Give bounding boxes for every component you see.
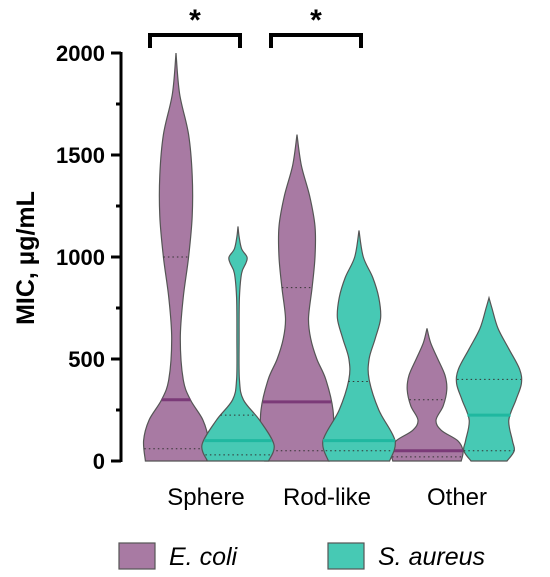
violin-body [259, 134, 335, 462]
violin-other-e-coli [390, 328, 464, 462]
x-category-label: Rod-like [283, 484, 371, 511]
violin-rod-like-e-coli [259, 134, 335, 462]
violin-body [322, 230, 396, 462]
violin-other-s-aureus [455, 295, 523, 462]
legend-label: S. aureus [378, 543, 485, 571]
significance-bracket: * [269, 4, 363, 48]
violin-sphere-e-coli [142, 52, 210, 462]
legend-item-s-aureus: S. aureus [327, 542, 485, 571]
legend-label: E. coli [169, 543, 239, 571]
violin-rod-like-s-aureus [322, 230, 396, 462]
significance-star: * [189, 4, 201, 37]
y-tick-label: 1000 [56, 245, 105, 270]
violin-body [390, 328, 464, 462]
violin-body [201, 226, 275, 462]
x-category-label: Sphere [167, 484, 244, 511]
y-tick-label: 1500 [56, 143, 105, 168]
x-axis-categories: Sphere Rod-like Other [167, 484, 487, 511]
legend: E. coli S. aureus [118, 542, 485, 571]
y-axis-label: MIC, µg/mL [12, 191, 40, 325]
y-tick-label: 500 [68, 347, 105, 372]
legend-swatch [118, 542, 156, 570]
significance-markers: * * [148, 4, 363, 48]
x-category-label: Other [427, 484, 487, 511]
legend-item-e-coli: E. coli [118, 542, 239, 571]
bracket-line [269, 33, 363, 48]
violin-body [142, 52, 210, 462]
violin-plots [142, 52, 523, 462]
bracket-line [148, 33, 242, 48]
y-tick-label: 0 [93, 449, 105, 474]
significance-star: * [310, 4, 322, 37]
violin-sphere-s-aureus [201, 226, 275, 462]
y-tick-label: 2000 [56, 41, 105, 66]
significance-bracket: * [148, 4, 242, 48]
legend-swatch [327, 542, 365, 570]
y-axis: 0 500 1000 1500 2000 [56, 41, 123, 474]
